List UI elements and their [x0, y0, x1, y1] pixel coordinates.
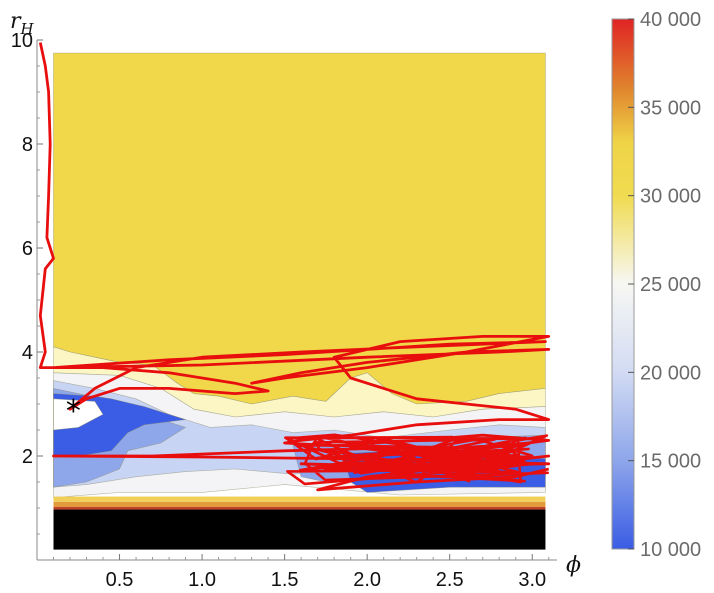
colorbar-tick-label: 35 000	[640, 97, 701, 119]
marker-asterisk: *	[66, 394, 81, 429]
x-tick-label: 1.0	[188, 569, 216, 591]
heatmap-bands	[53, 496, 546, 550]
x-tick-label: 0.5	[106, 569, 134, 591]
y-tick-label: 4	[22, 342, 33, 364]
colorbar-tick-label: 15 000	[640, 451, 701, 473]
y-axis-label-sub: H	[20, 20, 35, 38]
x-tick-label: 1.5	[271, 569, 299, 591]
x-tick-label: 2.0	[353, 569, 381, 591]
y-tick-label: 6	[22, 238, 33, 260]
colorbar-tick-label: 30 000	[640, 186, 701, 208]
y-tick-label: 10	[11, 30, 33, 52]
colorbar-tick-label: 20 000	[640, 362, 701, 384]
band-gold	[53, 496, 546, 502]
colorbar-tick-label: 25 000	[640, 274, 701, 296]
colorbar-tick-label: 10 000	[640, 539, 701, 561]
axes	[36, 40, 557, 561]
x-axis-label: ϕ	[566, 553, 581, 578]
colorbar-tick-label: 40 000	[640, 9, 701, 31]
y-tick-label: 8	[22, 134, 33, 156]
trajectory-lines	[38, 42, 551, 492]
band-black	[53, 509, 546, 550]
y-axis-label-main: r	[10, 9, 22, 34]
y-axis-label: rH	[10, 9, 35, 38]
x-ticks: 0.5 1.0 1.5 2.0 2.5 3.0	[106, 554, 546, 591]
y-ticks: 2 4 6 8 10	[11, 30, 43, 468]
trajectory-scribble	[284, 433, 550, 486]
x-tick-label: 3.0	[518, 569, 546, 591]
x-tick-label: 2.5	[436, 569, 464, 591]
colorbar-ticks: 10 000 15 000 20 000 25 000 30 000 35 000 40 0…	[628, 9, 701, 561]
gap-white-left	[53, 398, 104, 431]
band-orange	[53, 501, 546, 507]
y-tick-label: 2	[22, 446, 33, 468]
trajectory-path	[38, 42, 551, 492]
band-dark-red	[53, 506, 546, 510]
